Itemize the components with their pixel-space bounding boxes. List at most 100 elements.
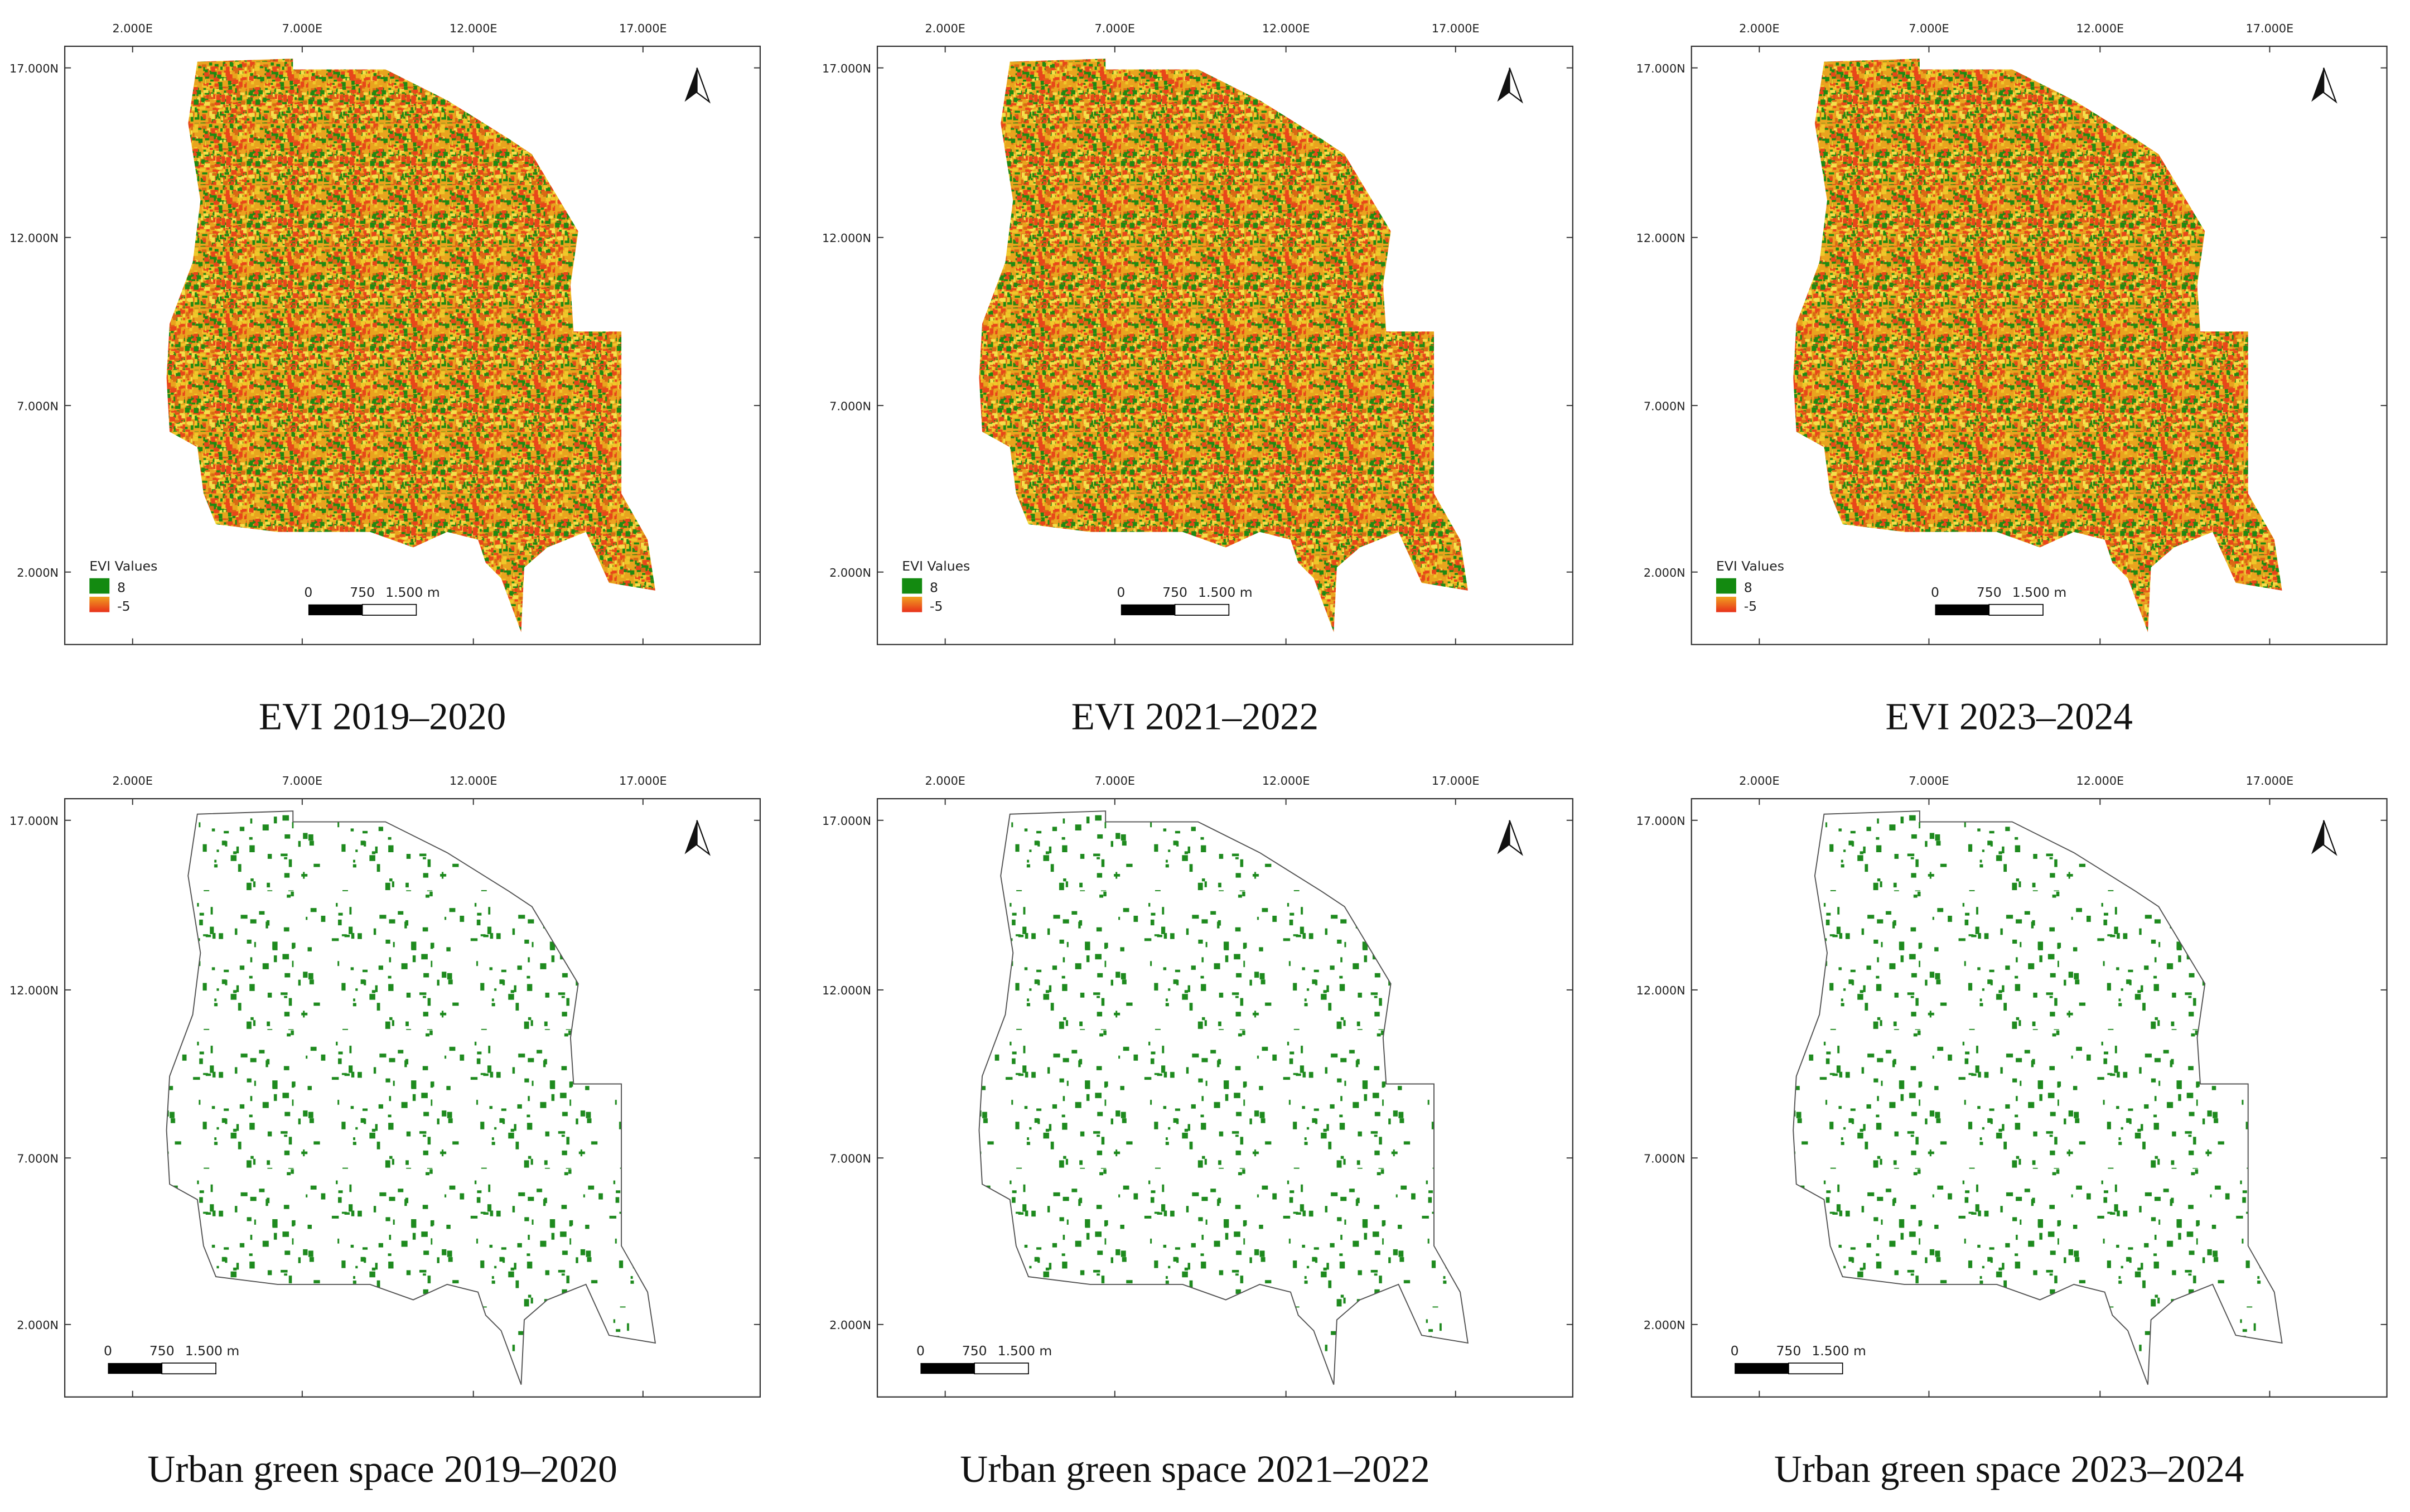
y-tick-label: 7.000N (1644, 1152, 1685, 1166)
scale-label: 1.500 m (2012, 584, 2067, 600)
map-panel: 2.000E 7.000E 12.000E 17.000E 17.000N 12.000N… (9, 774, 761, 1490)
scale-label: 750 (1977, 584, 2002, 600)
north-arrow (1497, 820, 1510, 854)
scale-label: 750 (1162, 584, 1187, 600)
x-tick-label: 17.000E (2246, 22, 2294, 35)
scale-bar (361, 603, 417, 616)
north-arrow (684, 820, 697, 854)
x-tick-label: 17.000E (2246, 774, 2294, 788)
north-arrow (696, 820, 711, 856)
scale-bar (974, 1363, 1029, 1375)
scale-label: 1.500 m (385, 584, 440, 600)
scale-bar (920, 1363, 975, 1374)
x-tick-label: 2.000E (925, 22, 965, 35)
legend-title: EVI Values (1716, 558, 1784, 574)
scale-label: 0 (104, 1343, 112, 1359)
boundary (1793, 810, 2283, 1385)
map-panel: 2.000E 7.000E 12.000E 17.000E 17.000N 12.000N… (9, 22, 761, 738)
y-tick-label: 17.000N (1636, 62, 1685, 75)
x-tick-label: 12.000E (2076, 774, 2124, 788)
legend-label: -5 (930, 598, 943, 614)
x-tick-label: 7.000E (1909, 22, 1949, 35)
north-arrow (1509, 67, 1523, 104)
scale-label: 750 (350, 584, 375, 600)
x-tick-label: 12.000E (1262, 22, 1310, 35)
x-tick-label: 12.000E (2076, 22, 2124, 35)
y-tick-label: 2.000N (829, 1318, 871, 1332)
legend-swatch (89, 596, 110, 612)
x-tick-label: 12.000E (1262, 774, 1310, 788)
panel-caption: EVI 2023–2024 (1886, 695, 2133, 738)
x-tick-label: 2.000E (113, 774, 153, 788)
x-tick-label: 2.000E (113, 22, 153, 35)
panel-caption: Urban green space 2023–2024 (1774, 1447, 2244, 1490)
x-tick-label: 7.000E (282, 22, 322, 35)
north-arrow (2323, 67, 2337, 104)
north-arrow (1497, 67, 1510, 102)
scale-label: 0 (916, 1343, 925, 1359)
x-tick-label: 7.000E (1095, 22, 1135, 35)
scale-label: 1.500 m (185, 1343, 240, 1359)
x-tick-label: 12.000E (450, 22, 498, 35)
x-tick-label: 17.000E (619, 774, 667, 788)
panel-caption: Urban green space 2021–2022 (960, 1447, 1429, 1490)
legend-swatch (902, 578, 923, 594)
legend-swatch (902, 596, 923, 612)
x-tick-label: 17.000E (1432, 22, 1480, 35)
panel-caption: EVI 2021–2022 (1071, 695, 1319, 738)
y-tick-label: 12.000N (1636, 231, 1685, 245)
scale-label: 0 (1731, 1343, 1739, 1359)
x-tick-label: 12.000E (450, 774, 498, 788)
scale-label: 1.500 m (1198, 584, 1253, 600)
scale-label: 0 (304, 584, 312, 600)
legend-label: 8 (1744, 580, 1752, 596)
boundary (166, 810, 656, 1385)
y-tick-label: 17.000N (9, 62, 59, 75)
y-tick-label: 2.000N (17, 566, 59, 579)
legend-swatch (89, 578, 110, 594)
legend-title: EVI Values (89, 558, 157, 574)
north-arrow (2311, 820, 2324, 854)
legend-title: EVI Values (902, 558, 970, 574)
north-arrow (696, 67, 711, 104)
legend-label: 8 (117, 580, 125, 596)
scale-label: 1.500 m (1812, 1343, 1866, 1359)
map-panel: 2.000E 7.000E 12.000E 17.000E 17.000N 12.000N… (1636, 22, 2388, 738)
scale-bar (1735, 1363, 1789, 1374)
y-tick-label: 7.000N (17, 399, 59, 413)
scale-bar (108, 1363, 162, 1374)
scale-bar (161, 1363, 216, 1375)
x-tick-label: 7.000E (1909, 774, 1949, 788)
y-tick-label: 7.000N (1644, 399, 1685, 413)
y-tick-label: 12.000N (9, 231, 59, 245)
scale-label: 0 (1931, 584, 1939, 600)
y-tick-label: 2.000N (1644, 566, 1685, 579)
map-panel: 2.000E 7.000E 12.000E 17.000E 17.000N 12.000N… (822, 774, 1573, 1490)
y-tick-label: 12.000N (1636, 984, 1685, 997)
y-tick-label: 17.000N (822, 814, 871, 828)
legend-label: 8 (930, 580, 938, 596)
legend-swatch (1716, 596, 1736, 612)
y-tick-label: 2.000N (829, 566, 871, 579)
north-arrow (2323, 820, 2337, 856)
scale-bar (1121, 604, 1175, 616)
legend-label: -5 (117, 598, 130, 614)
scale-bar (1788, 1363, 1843, 1375)
scale-label: 750 (149, 1343, 175, 1359)
y-tick-label: 7.000N (829, 399, 871, 413)
legend-swatch (1716, 578, 1736, 594)
panel-caption: EVI 2019–2020 (259, 695, 506, 738)
scale-label: 750 (962, 1343, 987, 1359)
x-tick-label: 7.000E (282, 774, 322, 788)
y-tick-label: 17.000N (9, 814, 59, 828)
panel-caption: Urban green space 2019–2020 (147, 1447, 617, 1490)
x-tick-label: 17.000E (1432, 774, 1480, 788)
north-arrow (1509, 820, 1523, 856)
scale-bar (1174, 603, 1230, 616)
legend-label: -5 (1744, 598, 1757, 614)
boundary (978, 810, 1469, 1385)
y-tick-label: 17.000N (822, 62, 871, 75)
scale-bar (308, 604, 363, 616)
